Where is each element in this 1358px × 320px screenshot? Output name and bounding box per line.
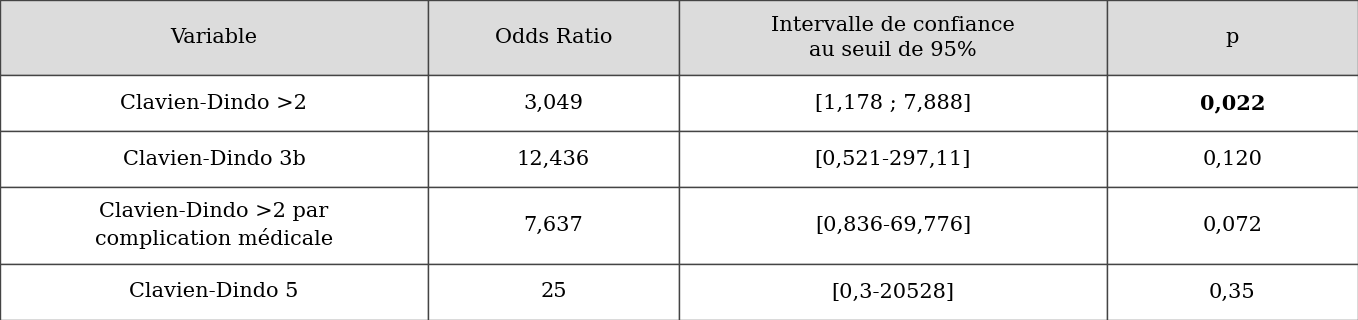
- Text: [0,521-297,11]: [0,521-297,11]: [815, 150, 971, 169]
- Text: 0,35: 0,35: [1209, 283, 1256, 301]
- Bar: [428, 75, 679, 131]
- Bar: [1107, 131, 1358, 187]
- Text: Odds Ratio: Odds Ratio: [494, 28, 612, 47]
- Text: 0,072: 0,072: [1202, 216, 1263, 235]
- Text: 12,436: 12,436: [517, 150, 589, 169]
- Bar: [428, 0, 679, 75]
- Text: Clavien-Dindo 3b: Clavien-Dindo 3b: [122, 150, 306, 169]
- Bar: [679, 131, 1107, 187]
- Bar: [0, 75, 428, 131]
- Text: Intervalle de confiance
au seuil de 95%: Intervalle de confiance au seuil de 95%: [771, 16, 1014, 60]
- Text: 7,637: 7,637: [524, 216, 583, 235]
- Bar: [679, 187, 1107, 264]
- Bar: [1107, 0, 1358, 75]
- Bar: [0, 187, 428, 264]
- Bar: [0, 131, 428, 187]
- Bar: [1107, 187, 1358, 264]
- Bar: [0, 264, 428, 320]
- Text: Clavien-Dindo 5: Clavien-Dindo 5: [129, 283, 299, 301]
- Bar: [679, 75, 1107, 131]
- Bar: [428, 187, 679, 264]
- Bar: [1107, 75, 1358, 131]
- Bar: [428, 264, 679, 320]
- Text: Clavien-Dindo >2: Clavien-Dindo >2: [121, 94, 307, 113]
- Text: 25: 25: [540, 283, 566, 301]
- Text: 0,022: 0,022: [1199, 93, 1266, 113]
- Text: 3,049: 3,049: [523, 94, 584, 113]
- Text: [1,178 ; 7,888]: [1,178 ; 7,888]: [815, 94, 971, 113]
- Text: [0,836-69,776]: [0,836-69,776]: [815, 216, 971, 235]
- Bar: [0, 0, 428, 75]
- Bar: [679, 0, 1107, 75]
- Text: p: p: [1226, 28, 1238, 47]
- Text: Variable: Variable: [170, 28, 258, 47]
- Bar: [679, 264, 1107, 320]
- Text: Clavien-Dindo >2 par
complication médicale: Clavien-Dindo >2 par complication médica…: [95, 202, 333, 249]
- Bar: [1107, 264, 1358, 320]
- Text: [0,3-20528]: [0,3-20528]: [831, 283, 955, 301]
- Text: 0,120: 0,120: [1202, 150, 1263, 169]
- Bar: [428, 131, 679, 187]
